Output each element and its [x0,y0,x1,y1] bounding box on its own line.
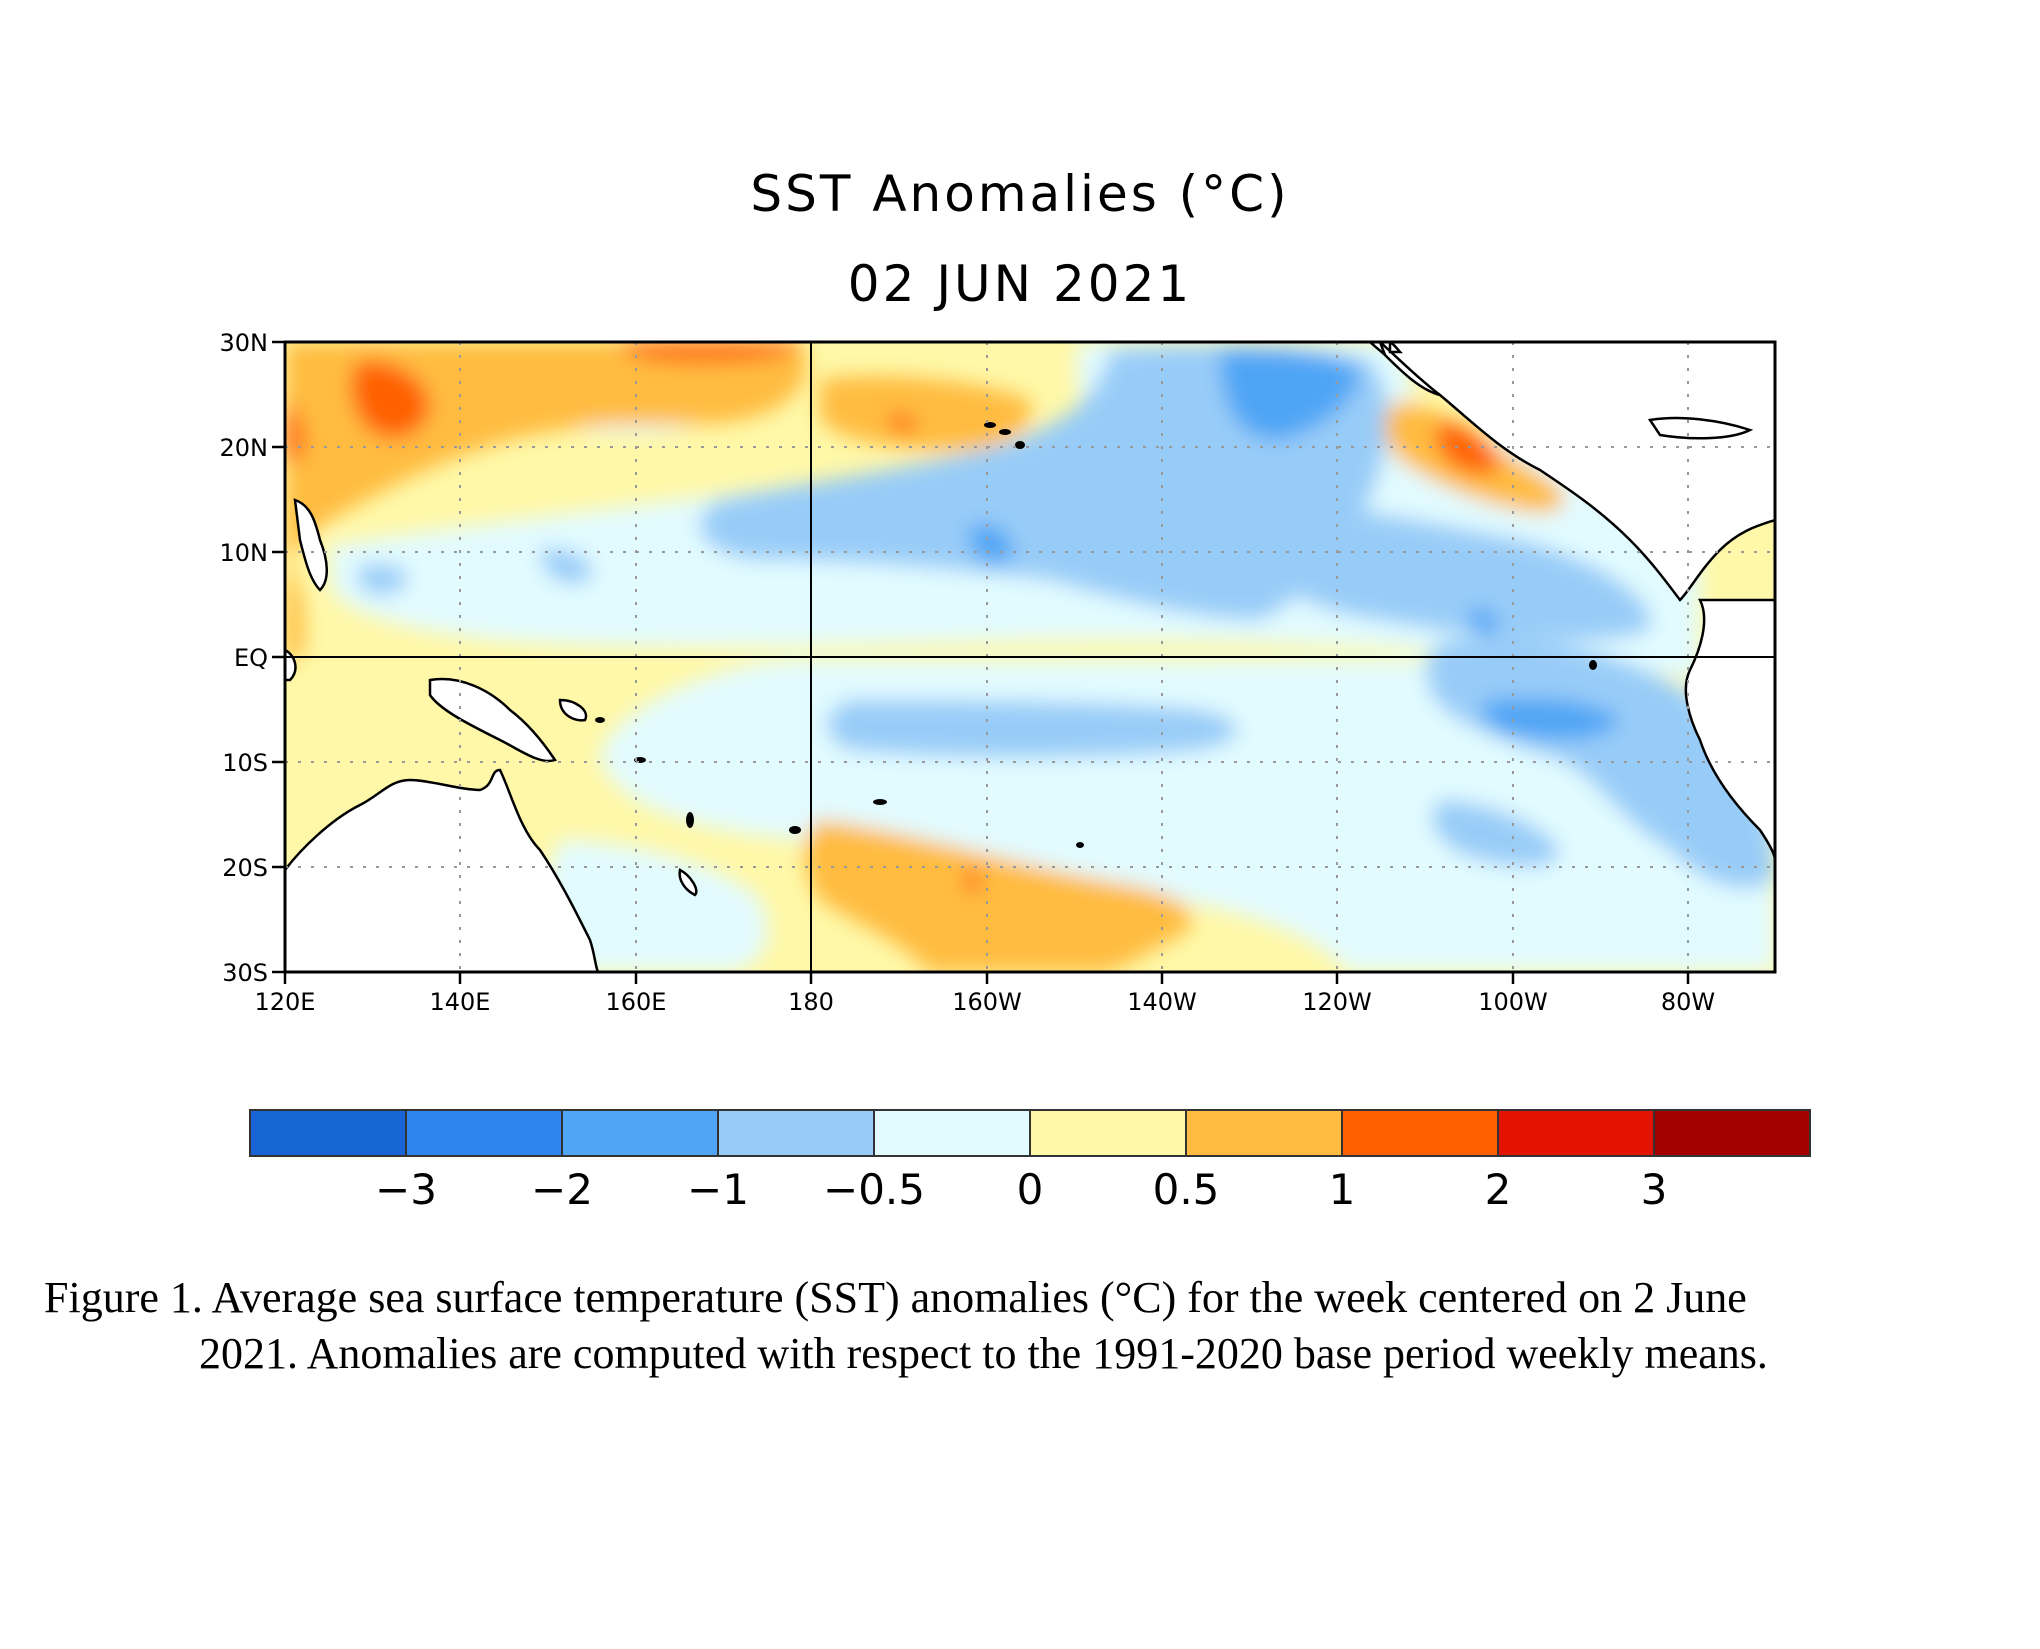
colorbar-label-3: −0.5 [823,1165,925,1214]
field-hot-south [964,869,982,892]
figure-caption: Figure 1. Average sea surface temperatur… [44,1270,2006,1382]
tick-marks [272,340,1690,984]
lat-label-30s: 30S [222,959,268,987]
colorbar-swatch-7 [1341,1109,1499,1157]
colorbar-swatch-0 [249,1109,407,1157]
island-gilbert [595,717,605,723]
field-warm-hawaii [820,376,1032,450]
field-blue-south-mid [1432,800,1560,867]
field-blue-south [827,700,1238,758]
colorbar-label-1: −2 [531,1165,593,1214]
colorbar-label-2: −1 [687,1165,749,1214]
island-hawaii-2 [999,429,1011,435]
island-vanuatu [686,812,694,828]
lon-label-120e: 120E [255,988,316,1016]
field-blue-west-north [358,564,408,595]
lat-label-eq: EQ [234,644,268,672]
lon-label-80w: 80W [1661,988,1715,1016]
chart-title: SST Anomalies (°C) [750,165,1290,223]
chart-date: 02 JUN 2021 [847,255,1193,313]
field-cool-sw [545,840,768,972]
land-philippines [293,498,328,592]
land-australia [285,768,600,972]
colorbar-label-6: 1 [1329,1165,1356,1214]
island-samoa [873,799,887,805]
colorbar-swatch-9 [1653,1109,1811,1157]
colorbar-label-4: 0 [1017,1165,1044,1214]
island-cook [1076,842,1084,848]
lon-label-180: 180 [788,988,834,1016]
caption-line-1: Figure 1. Average sea surface temperatur… [44,1273,1747,1322]
sst-anomaly-map: 30N 20N 10N EQ 10S 20S 30S 120E 140E 160… [220,329,1811,1214]
field-warm-south-central [805,820,1192,972]
land-cuba [1647,416,1754,440]
lat-label-20n: 20N [220,434,269,462]
land-south-america [1684,598,1775,861]
island-fiji [789,826,801,834]
land-new-caledonia [678,868,698,897]
lon-label-140e: 140E [430,988,491,1016]
lat-label-30n: 30N [220,329,269,357]
lon-label-100w: 100W [1478,988,1548,1016]
island-galapagos [1589,660,1597,670]
land-solomon [558,698,588,722]
colorbar-swatch-2 [561,1109,719,1157]
island-hawaii-1 [984,422,996,428]
colorbar-swatch-8 [1497,1109,1655,1157]
lon-label-140w: 140W [1127,988,1197,1016]
field-mid-blue-center [969,524,1013,564]
colorbar-swatch-4 [873,1109,1031,1157]
colorbar-label-0: −3 [375,1165,437,1214]
field-mid-blue-east [1481,698,1620,740]
colorbar-swatch-3 [717,1109,875,1157]
lat-label-10n: 10N [220,539,269,567]
caption-line-2: 2021. Anomalies are computed with respec… [199,1329,1768,1378]
anomaly-field [285,342,1775,972]
lon-label-160w: 160W [952,988,1022,1016]
land-new-guinea [428,677,557,763]
colorbar-label-7: 2 [1485,1165,1512,1214]
field-hot-dateline [620,342,800,362]
lat-label-20s: 20S [222,854,268,882]
field-warm-west-edge [285,560,305,660]
field-hot-nw-1 [351,360,430,439]
field-hot-nw-2 [285,400,305,460]
colorbar-label-8: 3 [1641,1165,1668,1214]
colorbar-swatch-6 [1185,1109,1343,1157]
field-mid-blue-small [1469,609,1499,637]
island-hawaii-3 [1015,441,1025,449]
colorbar-label-5: 0.5 [1153,1165,1220,1214]
field-blue-nw-small [540,549,592,584]
land-baja [1378,342,1441,397]
land-masses [285,342,1775,972]
lat-label-10s: 10S [222,749,268,777]
field-mid-blue-ne [1220,348,1360,440]
colorbar-swatch-1 [405,1109,563,1157]
islands [595,422,1597,848]
field-hot-hawaii [889,414,916,432]
field-blue-central [1240,500,1652,641]
colorbar: −3 −2 −1 −0.5 0 0.5 1 2 3 [249,1109,1811,1214]
colorbar-swatch-5 [1029,1109,1187,1157]
lon-label-160e: 160E [606,988,667,1016]
lon-label-120w: 120W [1302,988,1372,1016]
